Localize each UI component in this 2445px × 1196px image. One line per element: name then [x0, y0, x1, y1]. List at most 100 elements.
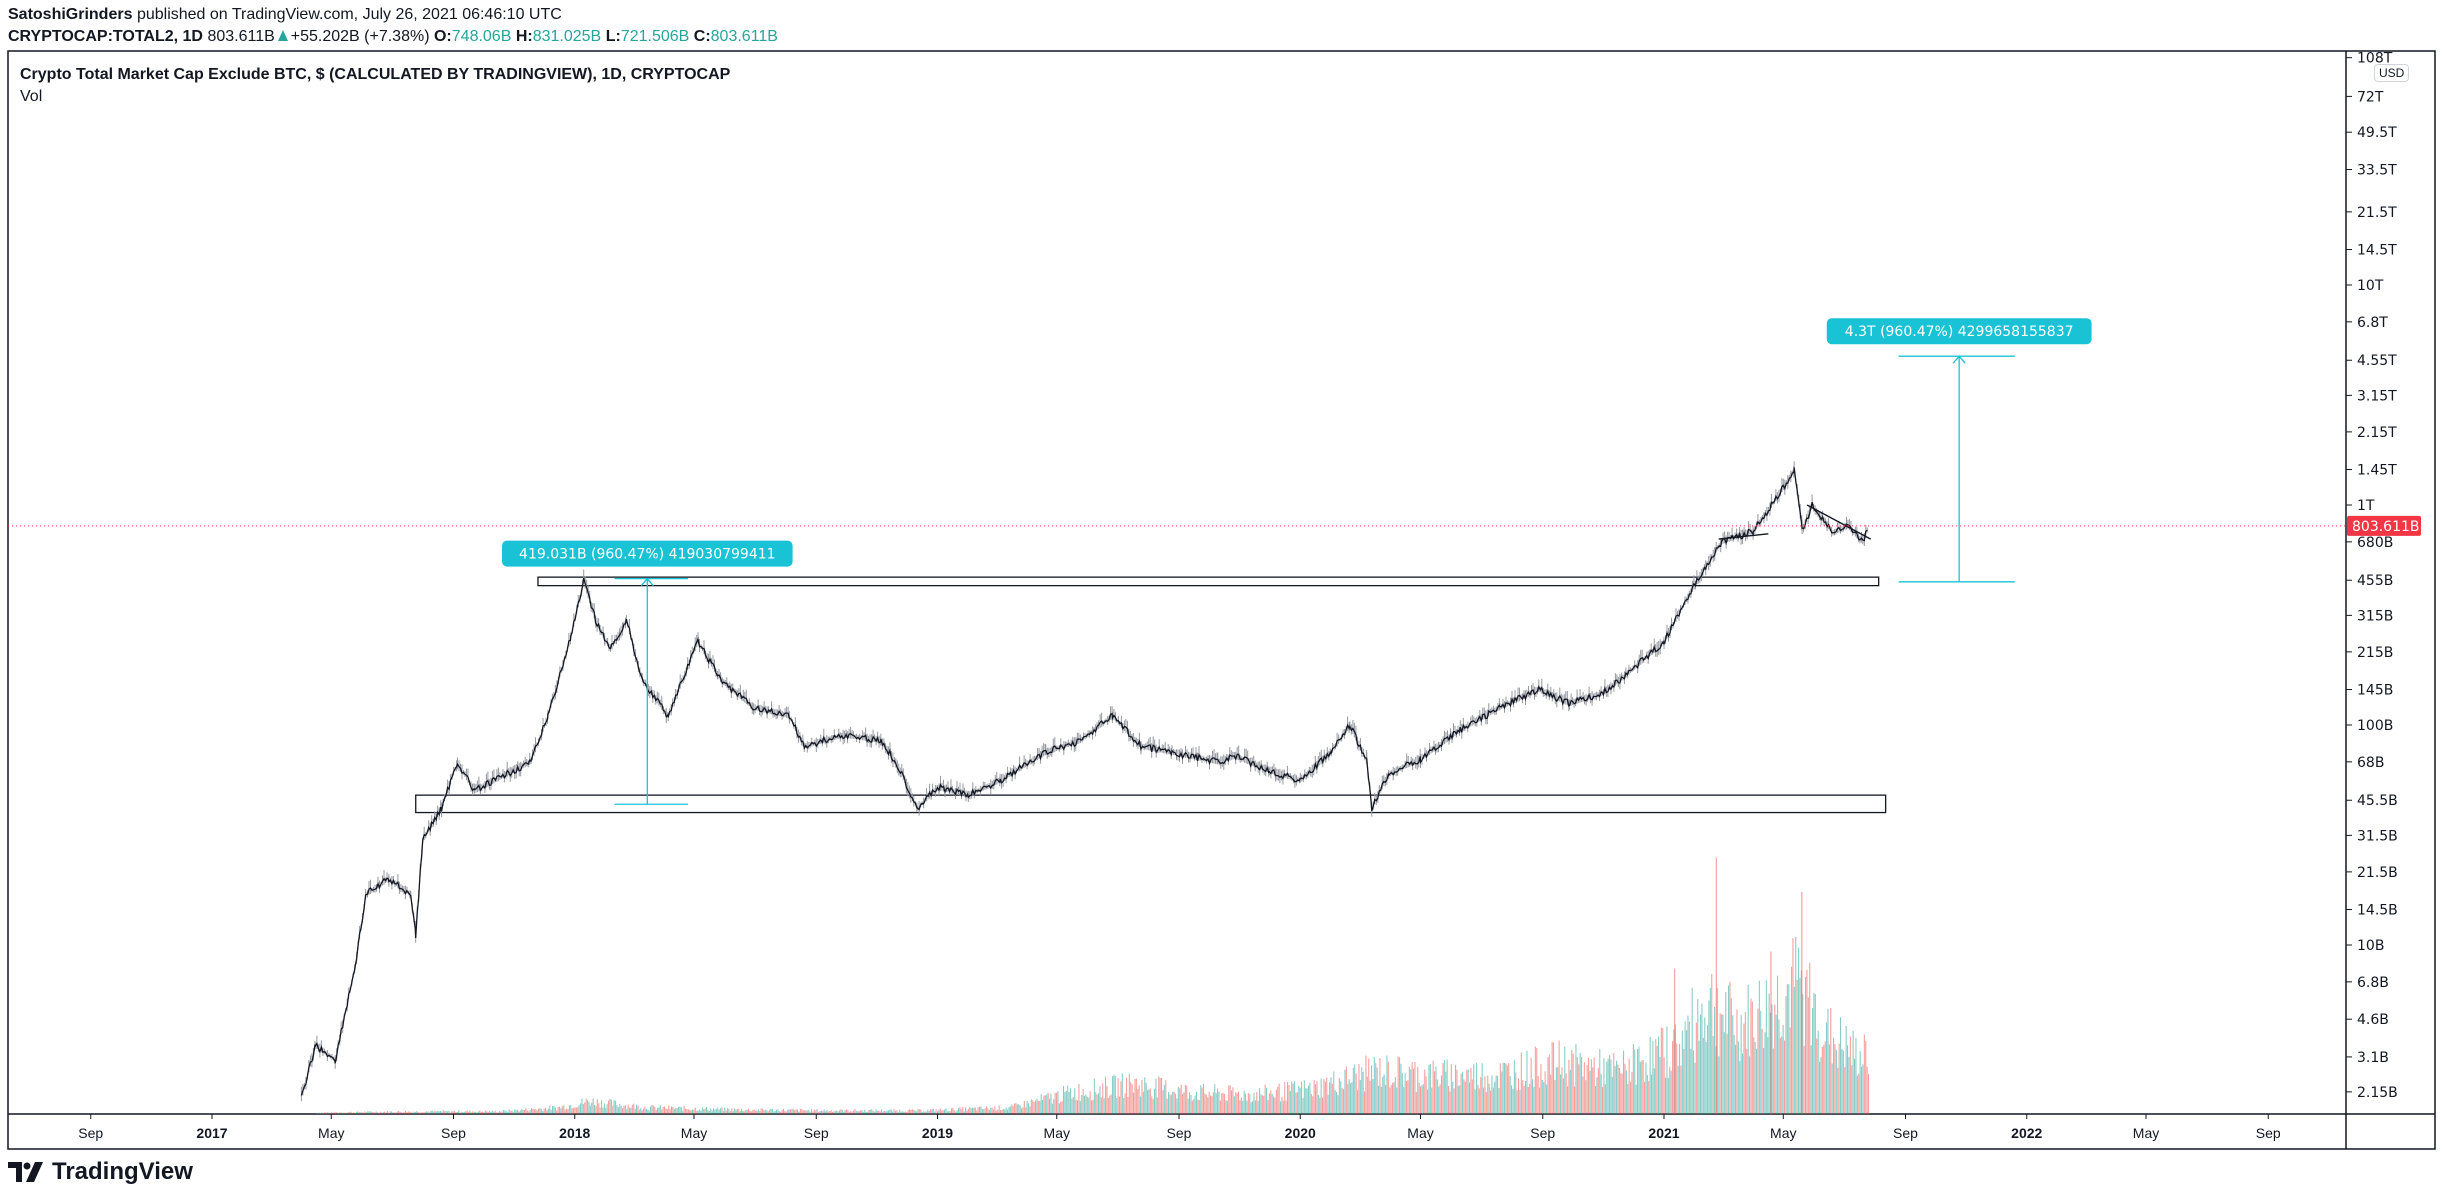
volume-bar	[636, 1104, 638, 1114]
volume-bar	[1504, 1062, 1506, 1114]
volume-bar	[442, 1110, 444, 1114]
volume-bar	[1462, 1071, 1464, 1114]
volume-bar	[1100, 1097, 1102, 1114]
volume-bar	[1476, 1062, 1478, 1114]
volume-bar	[1446, 1059, 1448, 1114]
volume-bar	[1361, 1067, 1363, 1114]
volume-bar	[1133, 1092, 1135, 1114]
volume-bar	[1362, 1071, 1364, 1114]
volume-bar	[1063, 1086, 1065, 1114]
volume-bar	[1558, 1040, 1560, 1114]
volume-bar	[1453, 1088, 1455, 1114]
volume-bar	[1488, 1083, 1490, 1114]
volume-bar	[1215, 1093, 1217, 1114]
time-axis[interactable]: Sep 2017 May Sep 2018 May Sep 2019 May Sep 2020 May…	[78, 1114, 2281, 1141]
volume-bar	[1439, 1084, 1441, 1114]
volume-bar	[624, 1105, 626, 1114]
volume-bar	[1826, 1022, 1828, 1114]
zones	[415, 576, 1887, 814]
volume-bar	[1728, 985, 1730, 1114]
time-tick-label: 2022	[2011, 1125, 2042, 1141]
volume-bar	[1816, 1038, 1818, 1114]
volume-bar	[392, 1112, 394, 1114]
volume-bar	[1015, 1103, 1017, 1114]
volume-bar	[1448, 1086, 1450, 1114]
volume-bar	[780, 1111, 782, 1114]
volume-bar	[1012, 1106, 1014, 1114]
volume-bar	[448, 1110, 450, 1114]
volume-bar	[1354, 1064, 1356, 1114]
trendline	[1718, 533, 1769, 540]
volume-bar	[1049, 1098, 1051, 1114]
volume-bar	[393, 1112, 395, 1114]
volume-bar	[1182, 1094, 1184, 1114]
volume-bar	[872, 1110, 874, 1114]
volume-bar	[479, 1110, 481, 1114]
volume-bar	[1357, 1090, 1359, 1114]
volume-bar	[953, 1110, 955, 1114]
volume-bar	[484, 1110, 486, 1114]
volume-bar	[1364, 1091, 1366, 1114]
volume-bar	[356, 1111, 358, 1114]
volume-bar	[1205, 1094, 1207, 1114]
volume-bar	[980, 1106, 982, 1114]
price-tick-label: 455B	[2357, 573, 2393, 589]
volume-bar	[1847, 1045, 1849, 1114]
volume-bar	[1389, 1087, 1391, 1114]
author-name[interactable]: SatoshiGrinders	[8, 6, 133, 23]
volume-bar	[1329, 1082, 1331, 1114]
volume-bar	[692, 1109, 694, 1114]
volume-bar	[1522, 1080, 1524, 1114]
volume-bar	[1165, 1080, 1167, 1114]
volume-bar	[468, 1111, 470, 1114]
volume-bar	[1036, 1098, 1038, 1114]
volume-bar	[318, 1112, 320, 1114]
volume-bar	[1774, 1004, 1776, 1114]
volume-bar	[1730, 998, 1732, 1114]
volume-bar	[714, 1109, 716, 1114]
volume-bar	[948, 1111, 950, 1114]
volume-bar	[1828, 1044, 1830, 1114]
volume-bar	[1149, 1088, 1151, 1114]
volume-bar	[1553, 1042, 1555, 1114]
volume-bar	[1473, 1064, 1475, 1114]
volume-bar	[819, 1111, 821, 1114]
price-tick-label: 4.6B	[2357, 1012, 2389, 1028]
volume-bar	[1518, 1078, 1520, 1114]
volume-bar	[1785, 996, 1787, 1114]
volume-bar	[465, 1111, 467, 1114]
volume-bar	[591, 1102, 593, 1114]
volume-bar	[1386, 1055, 1388, 1114]
volume-bar	[385, 1112, 387, 1114]
volume-bar	[753, 1109, 755, 1114]
volume-bar	[588, 1101, 590, 1114]
volume-bar	[1359, 1080, 1361, 1114]
volume-bar	[1788, 984, 1790, 1114]
volume-bar	[792, 1109, 794, 1114]
volume-bar	[939, 1108, 941, 1114]
volume-bar	[403, 1112, 405, 1114]
volume-bar	[1575, 1043, 1577, 1114]
volume-bar	[553, 1106, 555, 1114]
volume-bar	[612, 1105, 614, 1114]
volume-bar	[463, 1111, 465, 1114]
tradingview-logo[interactable]: TradingView	[8, 1158, 193, 1186]
price-tick-label: 6.8B	[2357, 975, 2389, 991]
high-value: 831.025B	[532, 28, 602, 45]
volume-bar	[566, 1108, 568, 1114]
volume-bar	[729, 1111, 731, 1114]
volume-bar	[1166, 1098, 1168, 1114]
volume-bar	[1746, 1049, 1748, 1114]
volume-bar	[1191, 1100, 1193, 1114]
volume-bar	[420, 1112, 422, 1114]
volume-bar	[1600, 1073, 1602, 1114]
volume-bar	[622, 1108, 624, 1114]
volume-bar	[1621, 1073, 1623, 1114]
volume-bar	[1498, 1088, 1500, 1114]
price-axis[interactable]: 108T 72T 49.5T 33.5T 21.5T 14.5T 10T 6.8T 4.55T 3…	[2346, 51, 2398, 1101]
currency-button[interactable]: USD	[2374, 64, 2410, 82]
volume-bar	[1186, 1085, 1188, 1114]
volume-bar	[778, 1111, 780, 1114]
volume-bar	[1196, 1091, 1198, 1114]
